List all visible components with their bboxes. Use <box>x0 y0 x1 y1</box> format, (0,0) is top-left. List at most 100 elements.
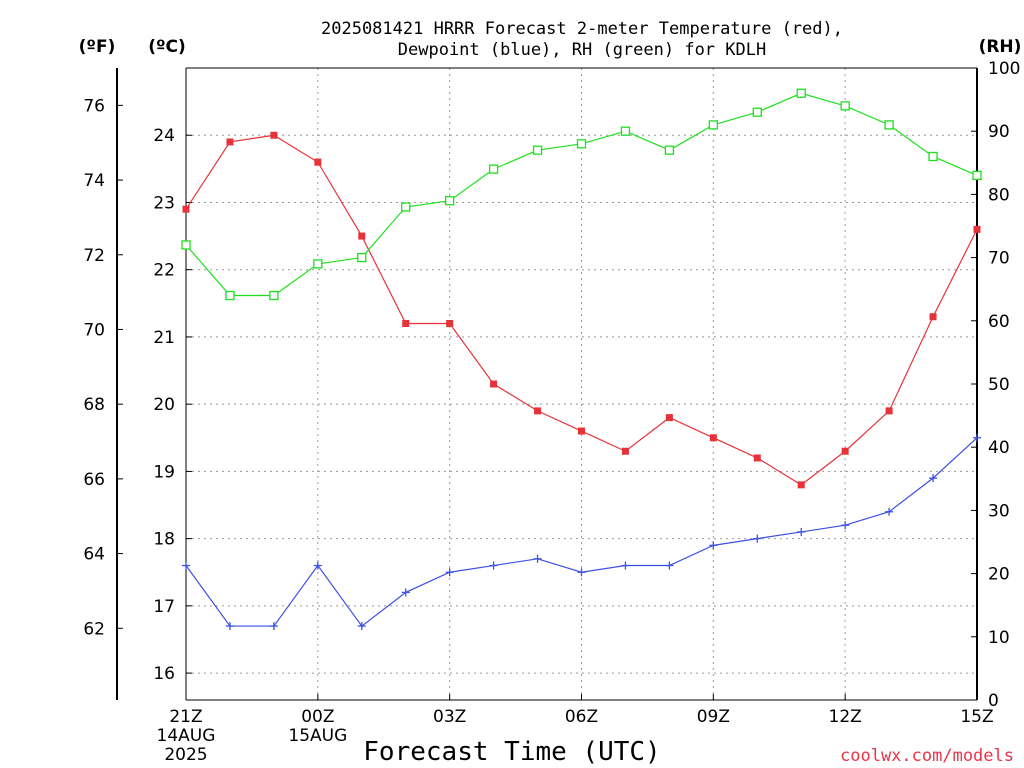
x-tick-label: 09Z <box>697 707 730 727</box>
series-0 <box>182 131 981 489</box>
data-point <box>489 561 498 570</box>
rh-tick-label: 90 <box>988 122 1010 142</box>
fahrenheit-tick-label: 64 <box>83 545 105 565</box>
data-point <box>402 319 410 327</box>
rh-tick-label: 80 <box>988 185 1010 205</box>
celsius-tick-label: 21 <box>153 328 175 348</box>
data-point <box>841 521 850 530</box>
x-tick-label: 12Z <box>829 707 862 727</box>
rh-tick-label: 70 <box>988 249 1010 269</box>
rh-tick-label: 50 <box>988 375 1010 395</box>
fahrenheit-tick-label: 62 <box>83 619 105 639</box>
data-point <box>270 131 278 139</box>
data-point <box>752 107 762 117</box>
fahrenheit-tick-label: 76 <box>83 96 105 116</box>
data-point <box>578 427 585 435</box>
data-point <box>357 622 366 631</box>
data-point <box>313 561 322 570</box>
series-1 <box>182 433 981 631</box>
data-point <box>973 433 981 442</box>
data-point <box>885 507 894 516</box>
data-point <box>797 527 806 536</box>
fahrenheit-tick-label: 68 <box>83 395 105 415</box>
data-point <box>401 202 411 212</box>
data-point <box>665 414 673 422</box>
rh-tick-label: 40 <box>988 438 1010 458</box>
data-point <box>446 319 454 327</box>
data-point <box>182 205 190 213</box>
x-axis-label: Forecast Time (UTC) <box>363 737 660 767</box>
data-point <box>973 225 981 233</box>
data-point <box>708 120 718 130</box>
celsius-tick-label: 24 <box>153 126 175 146</box>
x-tick-label: 03Z <box>433 707 466 727</box>
rh-tick-label: 0 <box>988 691 999 711</box>
data-point <box>269 622 278 631</box>
rh-tick-label: 60 <box>988 312 1010 332</box>
data-point <box>490 380 498 388</box>
x-tick-label: 21Z <box>169 707 202 727</box>
rh-tick-label: 100 <box>988 59 1020 79</box>
data-point <box>840 101 850 111</box>
data-point <box>358 232 366 240</box>
data-point <box>621 561 630 570</box>
x-tick-label: 00Z <box>301 707 334 727</box>
data-point <box>709 541 718 550</box>
x-tick-label: 06Z <box>565 707 598 727</box>
chart-title-line2: Dewpoint (blue), RH (green) for KDLH <box>398 40 766 60</box>
celsius-tick-label: 18 <box>153 530 175 550</box>
credit-text: coolwx.com/models <box>840 746 1014 766</box>
rh-tick-label: 10 <box>988 628 1010 648</box>
data-point <box>928 151 938 162</box>
data-point <box>181 240 191 250</box>
unit-fahrenheit: (ºF) <box>79 37 116 57</box>
data-point <box>357 252 367 263</box>
data-point <box>225 290 235 301</box>
data-point <box>621 447 629 455</box>
fahrenheit-tick-label: 70 <box>83 320 105 340</box>
celsius-tick-label: 20 <box>153 395 175 415</box>
data-point <box>225 622 234 631</box>
celsius-tick-label: 22 <box>153 261 175 281</box>
rh-tick-label: 30 <box>988 501 1010 521</box>
data-point <box>313 259 323 269</box>
data-point <box>797 481 805 489</box>
data-point <box>577 568 586 577</box>
data-point <box>665 561 674 570</box>
tick-labels: 16 17 18 19 20 21 22 23 24 62 64 66 68 70 72 74 76 0 10 20 3… <box>83 59 1020 765</box>
data-point <box>488 164 499 174</box>
rh-tick-label: 20 <box>988 565 1010 585</box>
x-tick-date: 14AUG <box>157 726 216 746</box>
data-point <box>532 145 543 155</box>
data-point <box>753 534 762 543</box>
fahrenheit-tick-label: 74 <box>83 171 105 191</box>
data-point <box>226 138 234 146</box>
data-point <box>885 407 893 415</box>
fahrenheit-tick-label: 66 <box>83 470 105 490</box>
x-tick-year: 2025 <box>164 745 207 765</box>
chart-title-line1: 2025081421 HRRR Forecast 2-meter Tempera… <box>321 19 843 39</box>
celsius-tick-label: 17 <box>153 597 175 617</box>
data-point <box>753 454 761 462</box>
fahrenheit-tick-label: 72 <box>83 246 105 266</box>
axes <box>116 67 978 701</box>
x-tick-date: 15AUG <box>288 726 347 746</box>
unit-celsius: (ºC) <box>148 37 186 57</box>
data-point <box>929 474 938 483</box>
celsius-tick-label: 16 <box>153 664 175 684</box>
data-point <box>269 290 279 301</box>
series-2 <box>181 88 982 301</box>
celsius-tick-label: 23 <box>153 193 175 213</box>
data-point <box>576 139 587 149</box>
data-point <box>534 407 542 415</box>
data-point <box>709 434 717 442</box>
data-point <box>972 170 982 181</box>
data-point <box>620 126 631 136</box>
data-point <box>445 196 455 206</box>
data-point <box>445 568 454 577</box>
x-tick-label: 15Z <box>960 707 993 727</box>
data-point <box>929 313 937 321</box>
unit-rh: (RH) <box>979 37 1022 57</box>
data-point <box>182 561 190 570</box>
